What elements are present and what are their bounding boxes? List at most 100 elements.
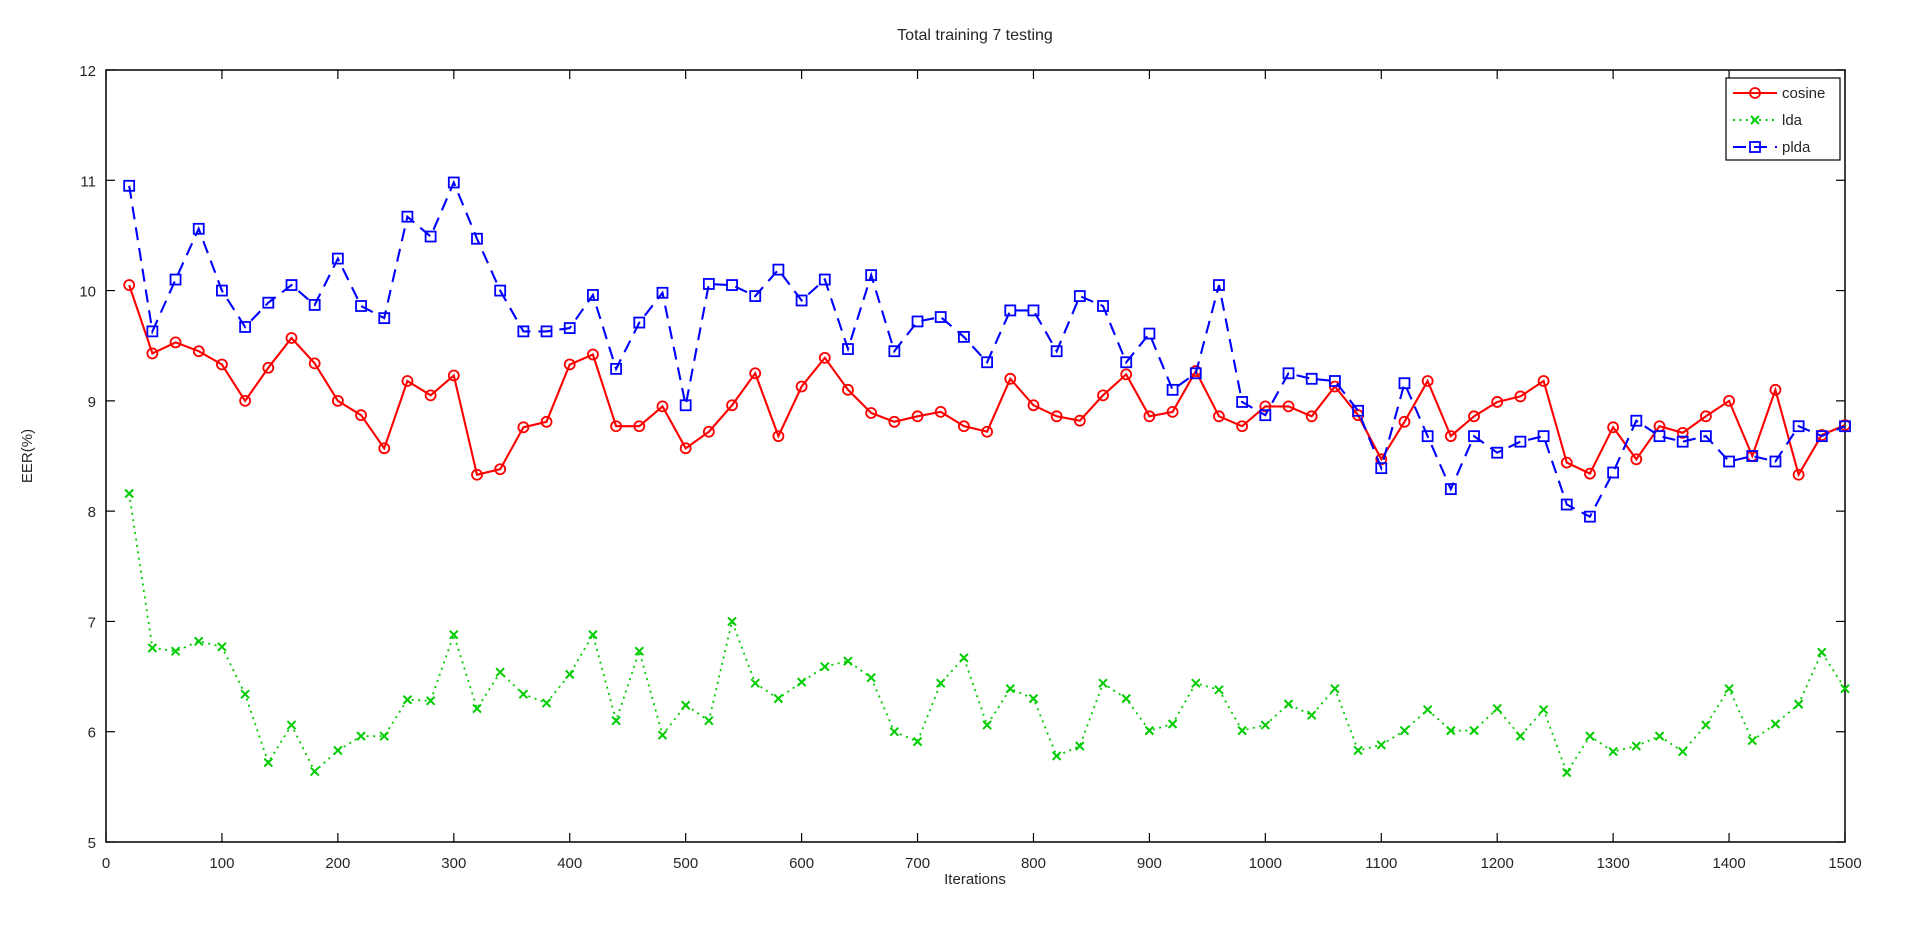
x-marker	[1840, 683, 1850, 694]
circle-marker	[123, 279, 136, 291]
x-marker	[1492, 703, 1502, 714]
square-marker	[1027, 304, 1040, 317]
circle-marker	[1514, 390, 1527, 403]
x-marker	[170, 646, 181, 656]
x-marker	[1608, 746, 1618, 757]
circle-marker	[818, 351, 831, 364]
circle-marker	[1468, 410, 1480, 423]
x-marker	[240, 689, 250, 699]
square-marker	[679, 399, 692, 412]
x-marker	[1750, 115, 1760, 125]
circle-marker	[1143, 410, 1156, 423]
x-marker	[588, 629, 598, 640]
x-marker	[1051, 751, 1062, 761]
circle-marker	[169, 336, 182, 349]
square-marker	[355, 300, 367, 312]
x-tick-label: 1000	[1249, 855, 1282, 872]
x-marker	[1353, 745, 1363, 756]
circle-marker	[1305, 410, 1318, 423]
square-marker	[1398, 377, 1411, 390]
x-tick-label: 1500	[1828, 855, 1861, 872]
x-marker	[1724, 683, 1734, 694]
circle-marker	[331, 394, 344, 407]
circle-marker	[355, 409, 367, 422]
y-tick-label: 7	[88, 614, 96, 631]
x-marker	[518, 689, 529, 699]
x-marker	[1770, 719, 1781, 729]
square-marker	[1189, 367, 1202, 380]
square-marker	[1421, 430, 1434, 443]
circle-marker	[1166, 405, 1179, 418]
y-tick-label: 11	[80, 173, 96, 190]
circle-marker	[1398, 415, 1411, 428]
circle-marker	[726, 399, 738, 412]
series-cosine-line	[128, 284, 1846, 478]
square-marker	[1749, 141, 1761, 153]
square-marker	[563, 322, 576, 334]
x-marker	[727, 616, 737, 627]
x-tick-label: 700	[905, 855, 930, 872]
square-marker	[1699, 430, 1712, 443]
x-marker	[1191, 678, 1201, 688]
square-marker	[331, 252, 344, 265]
x-marker	[1538, 704, 1549, 715]
square-marker	[726, 279, 738, 291]
x-marker	[1121, 693, 1131, 704]
series-lda-line	[128, 493, 1846, 775]
square-marker	[1282, 367, 1295, 380]
square-marker	[1050, 345, 1063, 358]
legend-entry-lda: lda	[1733, 112, 1803, 129]
x-marker	[449, 629, 459, 640]
circle-marker	[1097, 389, 1109, 402]
circle-marker	[656, 400, 669, 413]
circle-marker	[1699, 410, 1712, 423]
square-marker	[1815, 430, 1828, 443]
square-marker	[517, 325, 530, 338]
x-tick-label: 300	[441, 855, 466, 872]
x-marker	[565, 669, 575, 680]
square-marker	[1213, 279, 1225, 291]
circle-marker	[494, 463, 507, 476]
x-axis-label: Iterations	[944, 871, 1006, 888]
x-tick-label: 200	[325, 855, 350, 872]
circle-marker	[1120, 368, 1133, 381]
circle-marker	[1027, 399, 1040, 412]
square-marker	[1560, 498, 1573, 511]
circle-marker	[146, 347, 159, 360]
square-marker	[1004, 304, 1017, 317]
square-marker	[818, 273, 831, 286]
circle-marker	[911, 410, 924, 423]
circle-marker	[934, 405, 947, 418]
square-marker	[1375, 462, 1388, 475]
y-tick-label: 9	[88, 394, 96, 411]
circle-marker	[1004, 372, 1017, 385]
square-marker	[308, 299, 321, 311]
x-marker	[1817, 647, 1827, 658]
x-marker	[194, 636, 204, 646]
circle-marker	[842, 383, 854, 396]
square-marker	[1537, 430, 1550, 443]
x-marker	[1654, 731, 1665, 741]
x-tick-label: 1200	[1481, 855, 1514, 872]
circle-marker	[540, 415, 553, 428]
y-tick-label: 6	[88, 725, 96, 742]
circle-marker	[285, 332, 298, 344]
square-marker	[262, 296, 275, 309]
y-axis-label: EER(%)	[19, 429, 36, 483]
circle-marker	[1630, 453, 1643, 466]
square-marker	[239, 321, 252, 333]
square-marker	[749, 290, 762, 302]
square-marker	[656, 286, 669, 299]
square-marker	[911, 315, 924, 328]
square-marker	[447, 176, 460, 189]
square-marker	[1305, 372, 1318, 385]
x-marker	[263, 757, 274, 768]
square-marker	[285, 279, 298, 291]
legend-label-lda: lda	[1782, 112, 1803, 129]
square-marker	[1073, 290, 1086, 302]
legend-label-plda: plda	[1782, 139, 1811, 156]
square-marker	[610, 362, 623, 375]
square-marker	[1607, 466, 1620, 479]
x-marker	[217, 642, 227, 652]
